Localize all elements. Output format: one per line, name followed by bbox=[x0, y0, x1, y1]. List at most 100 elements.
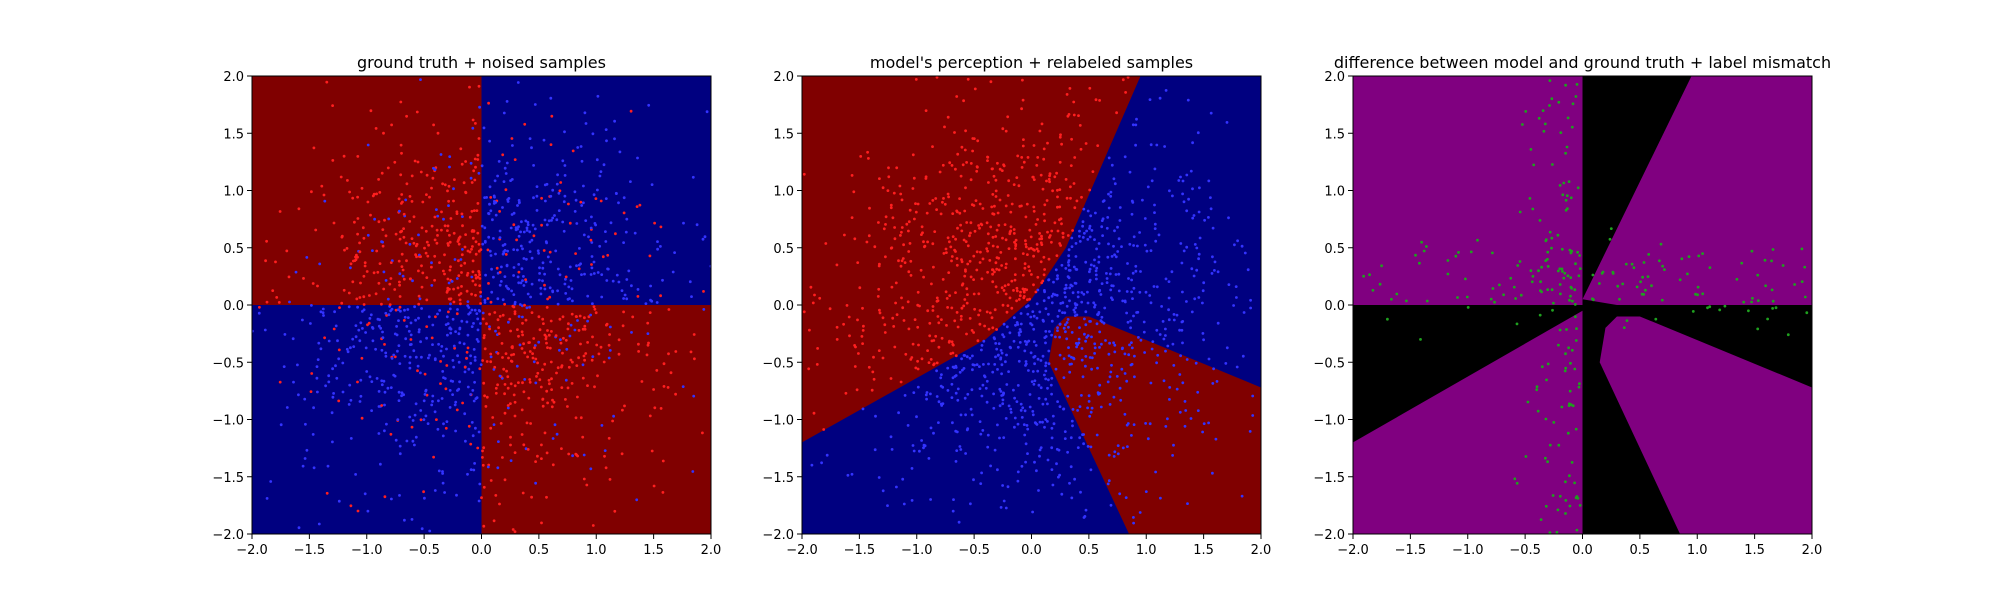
sample-point bbox=[963, 396, 967, 400]
sample-point bbox=[935, 76, 939, 79]
sample-point bbox=[503, 411, 507, 415]
sample-point bbox=[1646, 275, 1650, 278]
sample-point bbox=[991, 244, 995, 248]
sample-point bbox=[901, 257, 905, 260]
sample-point bbox=[547, 219, 551, 223]
sample-point bbox=[1179, 354, 1182, 358]
sample-point bbox=[1574, 262, 1577, 266]
sample-point bbox=[461, 224, 464, 228]
sample-point bbox=[622, 211, 626, 215]
sample-point bbox=[950, 164, 954, 167]
sample-point bbox=[913, 318, 917, 321]
sample-point bbox=[1061, 235, 1065, 239]
sample-point bbox=[375, 192, 378, 196]
sample-point bbox=[887, 166, 890, 170]
sample-point bbox=[456, 354, 459, 358]
sample-point bbox=[1046, 458, 1050, 462]
sample-point bbox=[1560, 247, 1564, 251]
sample-point bbox=[417, 269, 420, 273]
sample-point bbox=[932, 362, 936, 366]
sample-point bbox=[545, 306, 549, 309]
sample-point bbox=[994, 235, 998, 238]
sample-point bbox=[1380, 264, 1383, 268]
sample-point bbox=[369, 213, 372, 217]
sample-point bbox=[520, 433, 524, 436]
sample-point bbox=[528, 137, 532, 141]
sample-point bbox=[1017, 184, 1021, 188]
sample-point bbox=[1548, 531, 1552, 534]
sample-point bbox=[529, 422, 532, 425]
sample-point bbox=[1042, 147, 1046, 151]
sample-point bbox=[278, 380, 282, 384]
sample-point bbox=[561, 315, 565, 319]
sample-point bbox=[958, 197, 961, 201]
sample-point bbox=[584, 122, 588, 125]
sample-points bbox=[802, 76, 1255, 525]
sample-point bbox=[578, 314, 582, 318]
sample-point bbox=[1565, 145, 1569, 149]
sample-point bbox=[667, 308, 671, 311]
sample-point bbox=[1070, 419, 1074, 423]
sample-point bbox=[1089, 468, 1093, 472]
sample-point bbox=[469, 161, 473, 165]
sample-point bbox=[466, 385, 470, 389]
sample-point bbox=[1571, 102, 1575, 106]
sample-point bbox=[1002, 289, 1006, 292]
sample-point bbox=[322, 314, 325, 317]
sample-point bbox=[480, 224, 484, 228]
sample-point bbox=[607, 343, 611, 347]
sample-point bbox=[1539, 289, 1542, 292]
sample-point bbox=[490, 290, 494, 294]
sample-point bbox=[981, 383, 985, 387]
sample-point bbox=[368, 317, 372, 320]
sample-point bbox=[514, 226, 518, 230]
sample-point bbox=[1570, 348, 1574, 352]
sample-point bbox=[1132, 235, 1136, 239]
sample-point bbox=[477, 430, 481, 434]
sample-point bbox=[408, 361, 412, 365]
sample-point bbox=[1555, 530, 1559, 534]
sample-point bbox=[265, 497, 269, 500]
sample-point bbox=[1164, 327, 1167, 331]
sample-point bbox=[950, 396, 954, 399]
sample-point bbox=[1529, 269, 1533, 273]
sample-point bbox=[1007, 370, 1010, 373]
sample-point bbox=[972, 292, 976, 296]
sample-point bbox=[399, 230, 403, 234]
sample-point bbox=[1201, 301, 1204, 305]
sample-point bbox=[990, 167, 994, 171]
sample-point bbox=[1550, 236, 1554, 240]
sample-point bbox=[528, 240, 532, 244]
sample-point bbox=[1740, 261, 1744, 265]
sample-point bbox=[1081, 220, 1085, 224]
sample-point bbox=[345, 247, 349, 250]
sample-point bbox=[996, 245, 999, 249]
sample-point bbox=[994, 178, 998, 182]
sample-point bbox=[1191, 187, 1194, 191]
sample-point bbox=[349, 346, 352, 350]
sample-point bbox=[1115, 375, 1119, 378]
sample-point bbox=[1036, 156, 1040, 159]
sample-point bbox=[433, 238, 437, 242]
sample-point bbox=[1078, 124, 1082, 127]
x-tick-label: 1.0 bbox=[1136, 543, 1157, 558]
sample-point bbox=[503, 392, 506, 396]
sample-point bbox=[444, 426, 448, 430]
sample-point bbox=[520, 267, 524, 271]
sample-point bbox=[1153, 211, 1156, 215]
sample-point bbox=[541, 266, 545, 270]
sample-point bbox=[1013, 396, 1016, 400]
sample-point bbox=[1642, 293, 1646, 296]
sample-point bbox=[1544, 456, 1547, 460]
sample-point bbox=[322, 193, 326, 197]
sample-point bbox=[445, 290, 449, 294]
sample-point bbox=[978, 322, 982, 326]
sample-point bbox=[487, 235, 491, 239]
sample-point bbox=[510, 137, 514, 140]
sample-point bbox=[702, 308, 706, 311]
sample-point bbox=[536, 454, 539, 458]
x-tick-label: 0.5 bbox=[529, 543, 550, 558]
sample-point bbox=[1066, 450, 1069, 454]
sample-point bbox=[463, 261, 467, 265]
sample-point bbox=[384, 311, 388, 315]
